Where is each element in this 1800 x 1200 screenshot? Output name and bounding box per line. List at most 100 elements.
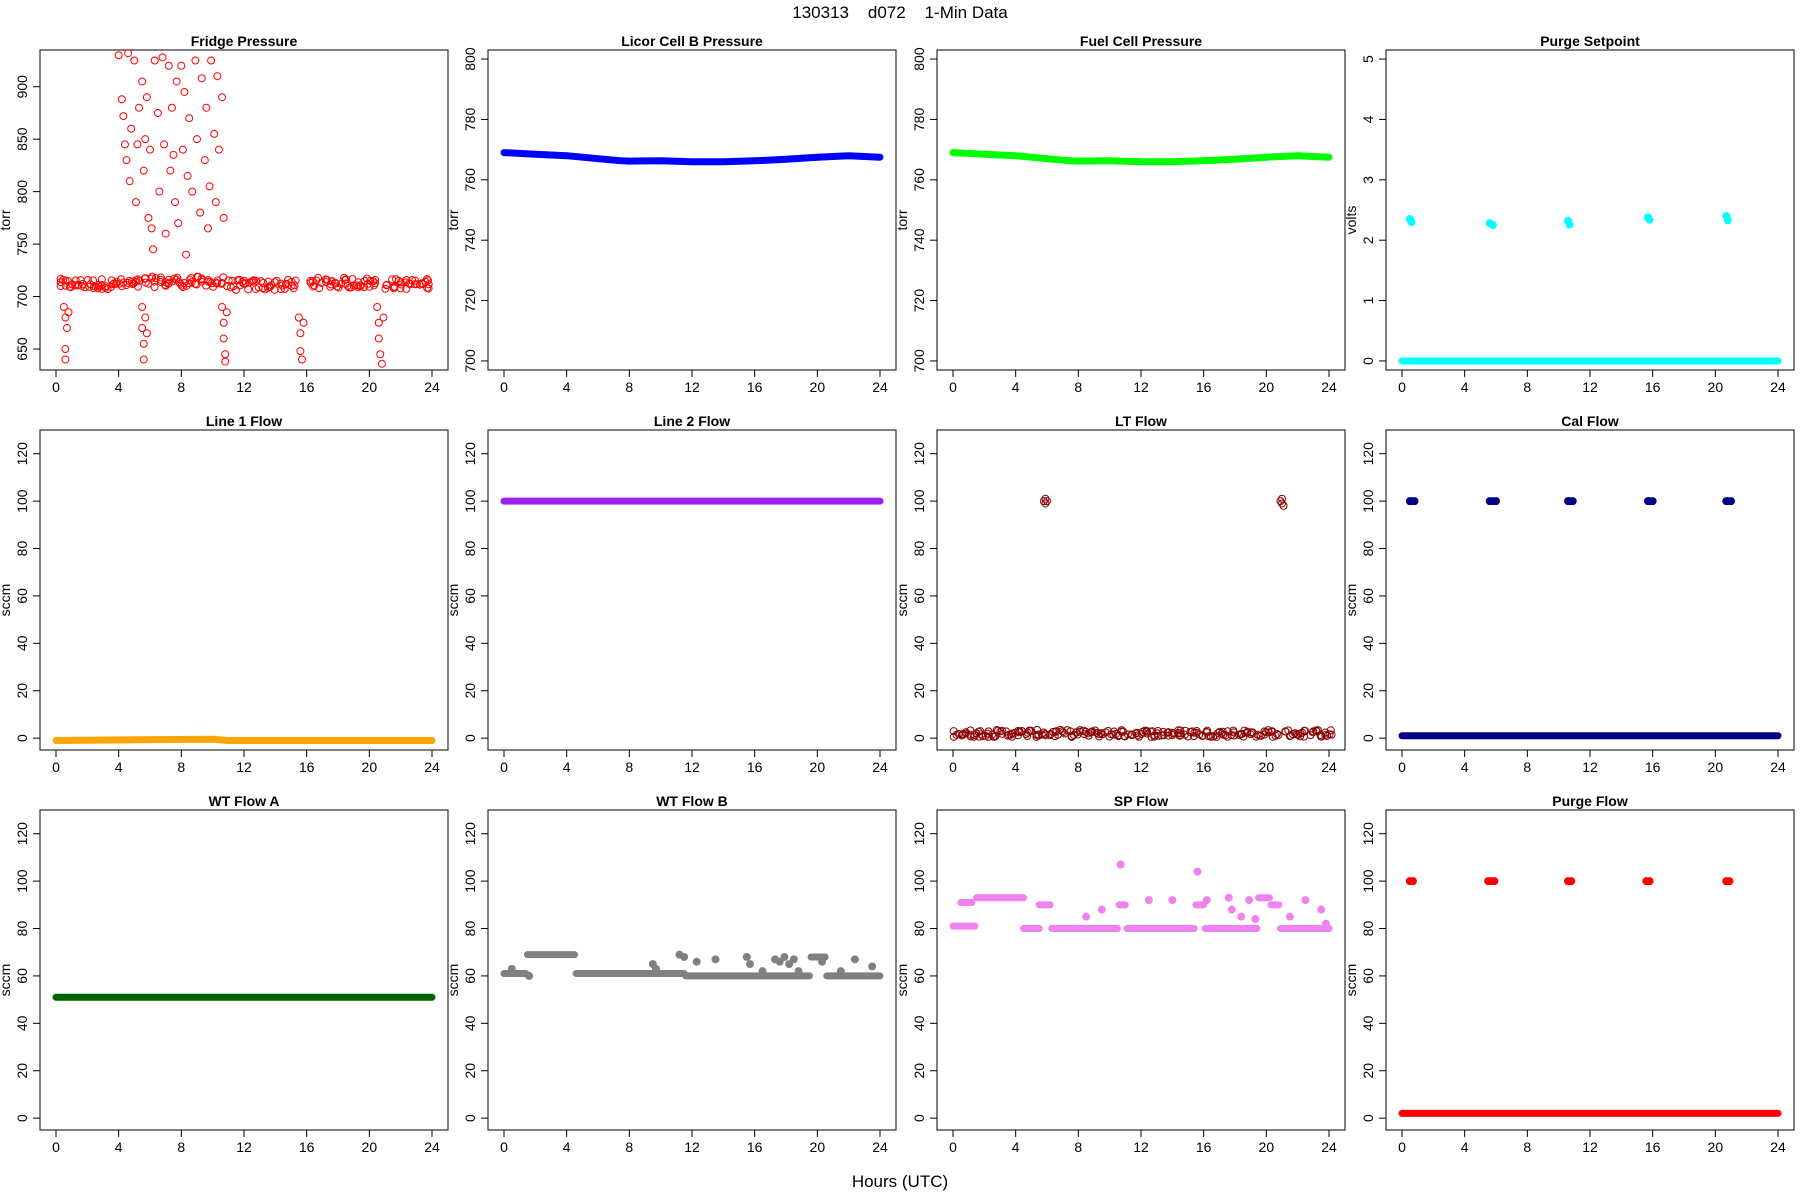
panel-title: Line 1 Flow: [206, 413, 282, 429]
y-tick-label: 20: [14, 1063, 30, 1079]
data-point: [1410, 497, 1419, 506]
panel-sp-flow: SP Flow 0 4 8 12 16 20 24 0 20 40 60 80 100 120 sccm: [894, 793, 1346, 1155]
y-tick-label: 780: [462, 108, 478, 132]
x-tick-label: 8: [1523, 759, 1531, 775]
data-point: [78, 279, 87, 288]
data-point: [219, 213, 228, 222]
panel-purge-flow: Purge Flow 0 4 8 12 16 20 24 0 20 40 60 80 100 120 sccm: [1343, 793, 1795, 1155]
y-tick-label: 100: [911, 489, 927, 513]
data-point: [83, 276, 92, 285]
data-point: [373, 303, 382, 312]
y-tick-label: 100: [462, 869, 478, 893]
data-point: [146, 145, 154, 154]
x-tick-label: 12: [684, 1139, 700, 1155]
data-point: [1184, 732, 1193, 741]
x-tick-label: 0: [500, 1139, 508, 1155]
y-tick-label: 650: [14, 337, 30, 361]
data-point: [651, 964, 660, 973]
data-point: [1321, 919, 1330, 928]
data-point: [144, 213, 153, 222]
data-point: [131, 277, 140, 286]
data-point: [377, 359, 386, 368]
y-tick-label: 60: [462, 588, 478, 604]
x-tick-label: 4: [563, 759, 571, 775]
data-point: [975, 732, 984, 741]
data-point: [1492, 497, 1500, 506]
y-tick-label: 80: [14, 921, 30, 937]
data-point: [141, 135, 150, 144]
data-point: [1301, 726, 1310, 735]
y-tick-label: 80: [911, 921, 927, 937]
data-point: [1227, 905, 1236, 914]
y-axis-label: sccm: [0, 584, 13, 617]
data-point: [379, 313, 388, 322]
x-tick-label: 8: [1523, 379, 1531, 395]
plot-frame: [936, 429, 1346, 751]
data-point: [120, 140, 129, 149]
y-tick-label: 100: [14, 489, 30, 513]
data-point: [169, 150, 178, 159]
x-tick-label: 20: [810, 1139, 826, 1155]
x-tick-label: 12: [236, 759, 252, 775]
data-point: [424, 280, 433, 289]
x-tick-label: 0: [949, 379, 957, 395]
data-point: [1294, 730, 1303, 739]
data-point: [158, 53, 167, 62]
data-point: [1039, 497, 1048, 506]
plot-frame: [39, 429, 449, 751]
y-tick-label: 40: [1360, 1015, 1376, 1031]
data-point: [1082, 912, 1091, 921]
data-point: [296, 347, 305, 356]
data-point: [1325, 730, 1334, 739]
data-point: [424, 284, 433, 293]
y-tick-label: 20: [911, 683, 927, 699]
main-title: 130313 d072 1-Min Data: [792, 3, 1008, 22]
y-axis-label: sccm: [445, 964, 461, 997]
data-point: [1202, 896, 1211, 905]
y-tick-label: 0: [1360, 734, 1376, 742]
data-point: [961, 728, 970, 737]
x-tick-label: 24: [1770, 759, 1786, 775]
panel-fuel-cell-pressure: Fuel Cell Pressure 0 4 8 12 16 20 24 700 720 740 76…: [894, 33, 1346, 395]
data-point: [1285, 912, 1294, 921]
data-point: [64, 308, 73, 317]
x-tick-label: 0: [500, 379, 508, 395]
x-tick-label: 24: [1321, 1139, 1337, 1155]
x-tick-label: 4: [1461, 1139, 1469, 1155]
y-axis-label: torr: [894, 209, 910, 230]
data-point: [789, 955, 798, 964]
y-tick-label: 0: [14, 734, 30, 742]
y-axis-label: sccm: [1343, 964, 1359, 997]
data-point: [423, 276, 432, 285]
data-point: [977, 730, 986, 739]
data-point: [62, 324, 71, 333]
data-point: [785, 960, 794, 969]
data-point: [240, 276, 249, 285]
data-point: [1144, 896, 1153, 905]
y-tick-label: 100: [462, 489, 478, 513]
x-tick-label: 24: [872, 379, 888, 395]
y-tick-label: 740: [911, 228, 927, 252]
x-tick-label: 12: [1133, 759, 1149, 775]
y-tick-label: 120: [1360, 822, 1376, 846]
data-point: [177, 61, 186, 70]
x-tick-label: 24: [424, 1139, 440, 1155]
data-point: [1041, 729, 1050, 738]
data-point: [1490, 877, 1499, 886]
data-point: [188, 187, 197, 196]
data-point: [1116, 860, 1125, 869]
data-point: [1127, 730, 1136, 739]
data-point: [1251, 915, 1260, 924]
data-point: [221, 357, 230, 366]
x-tick-label: 4: [1012, 1139, 1020, 1155]
data-point: [138, 303, 147, 312]
data-point: [272, 276, 281, 285]
y-tick-label: 80: [14, 541, 30, 557]
x-tick-label: 16: [1196, 379, 1212, 395]
data-point: [276, 279, 285, 288]
x-tick-label: 16: [747, 759, 763, 775]
data-point: [212, 278, 221, 287]
data-point: [138, 77, 147, 86]
data-point: [1041, 499, 1050, 508]
y-tick-label: 0: [462, 734, 478, 742]
